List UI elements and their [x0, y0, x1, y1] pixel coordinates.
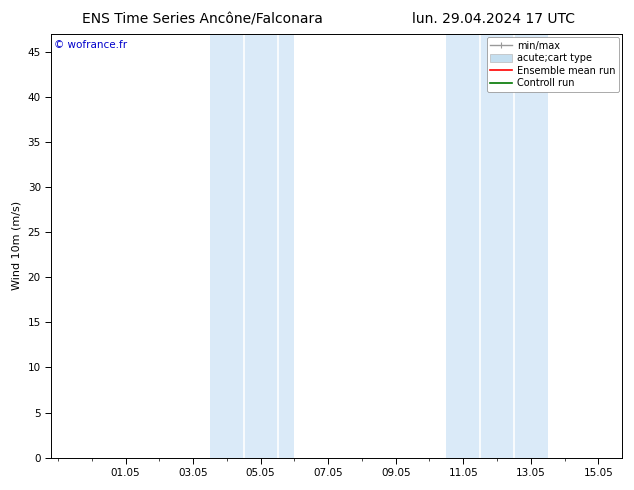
- Bar: [210, 34, 294, 458]
- Text: lun. 29.04.2024 17 UTC: lun. 29.04.2024 17 UTC: [412, 12, 575, 26]
- Legend: min/max, acute;cart type, Ensemble mean run, Controll run: min/max, acute;cart type, Ensemble mean …: [486, 37, 619, 92]
- Bar: [446, 34, 548, 458]
- Text: ENS Time Series Ancône/Falconara: ENS Time Series Ancône/Falconara: [82, 12, 323, 26]
- Text: © wofrance.fr: © wofrance.fr: [54, 40, 127, 50]
- Y-axis label: Wind 10m (m/s): Wind 10m (m/s): [12, 201, 22, 291]
